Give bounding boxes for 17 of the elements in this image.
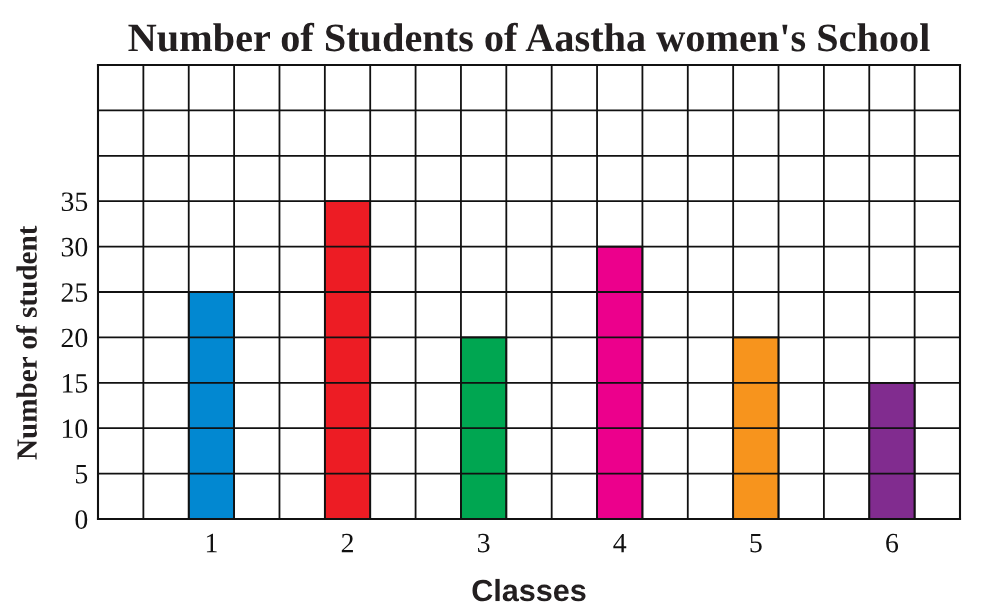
y-tick-label: 35 bbox=[61, 192, 88, 212]
x-tick-label: 3 bbox=[478, 533, 490, 553]
y-axis-title: Number of student bbox=[16, 225, 37, 460]
y-tick-label: 15 bbox=[62, 374, 88, 393]
x-tick-label: 5 bbox=[750, 533, 762, 553]
x-tick-label: 1 bbox=[206, 533, 217, 553]
y-tick-label: 25 bbox=[61, 283, 88, 302]
chart-title: Number of Students of Aastha women's School bbox=[128, 22, 930, 52]
y-tick-label: 10 bbox=[62, 419, 88, 439]
x-tick-label: 6 bbox=[886, 533, 899, 553]
x-tick-label: 2 bbox=[341, 533, 353, 553]
x-tick-label: 4 bbox=[613, 533, 627, 553]
x-axis-title: Classes bbox=[472, 578, 586, 602]
y-tick-label: 0 bbox=[75, 510, 88, 529]
y-tick-label: 5 bbox=[76, 465, 88, 484]
y-tick-label: 30 bbox=[61, 237, 88, 257]
y-tick-label: 20 bbox=[61, 328, 88, 348]
